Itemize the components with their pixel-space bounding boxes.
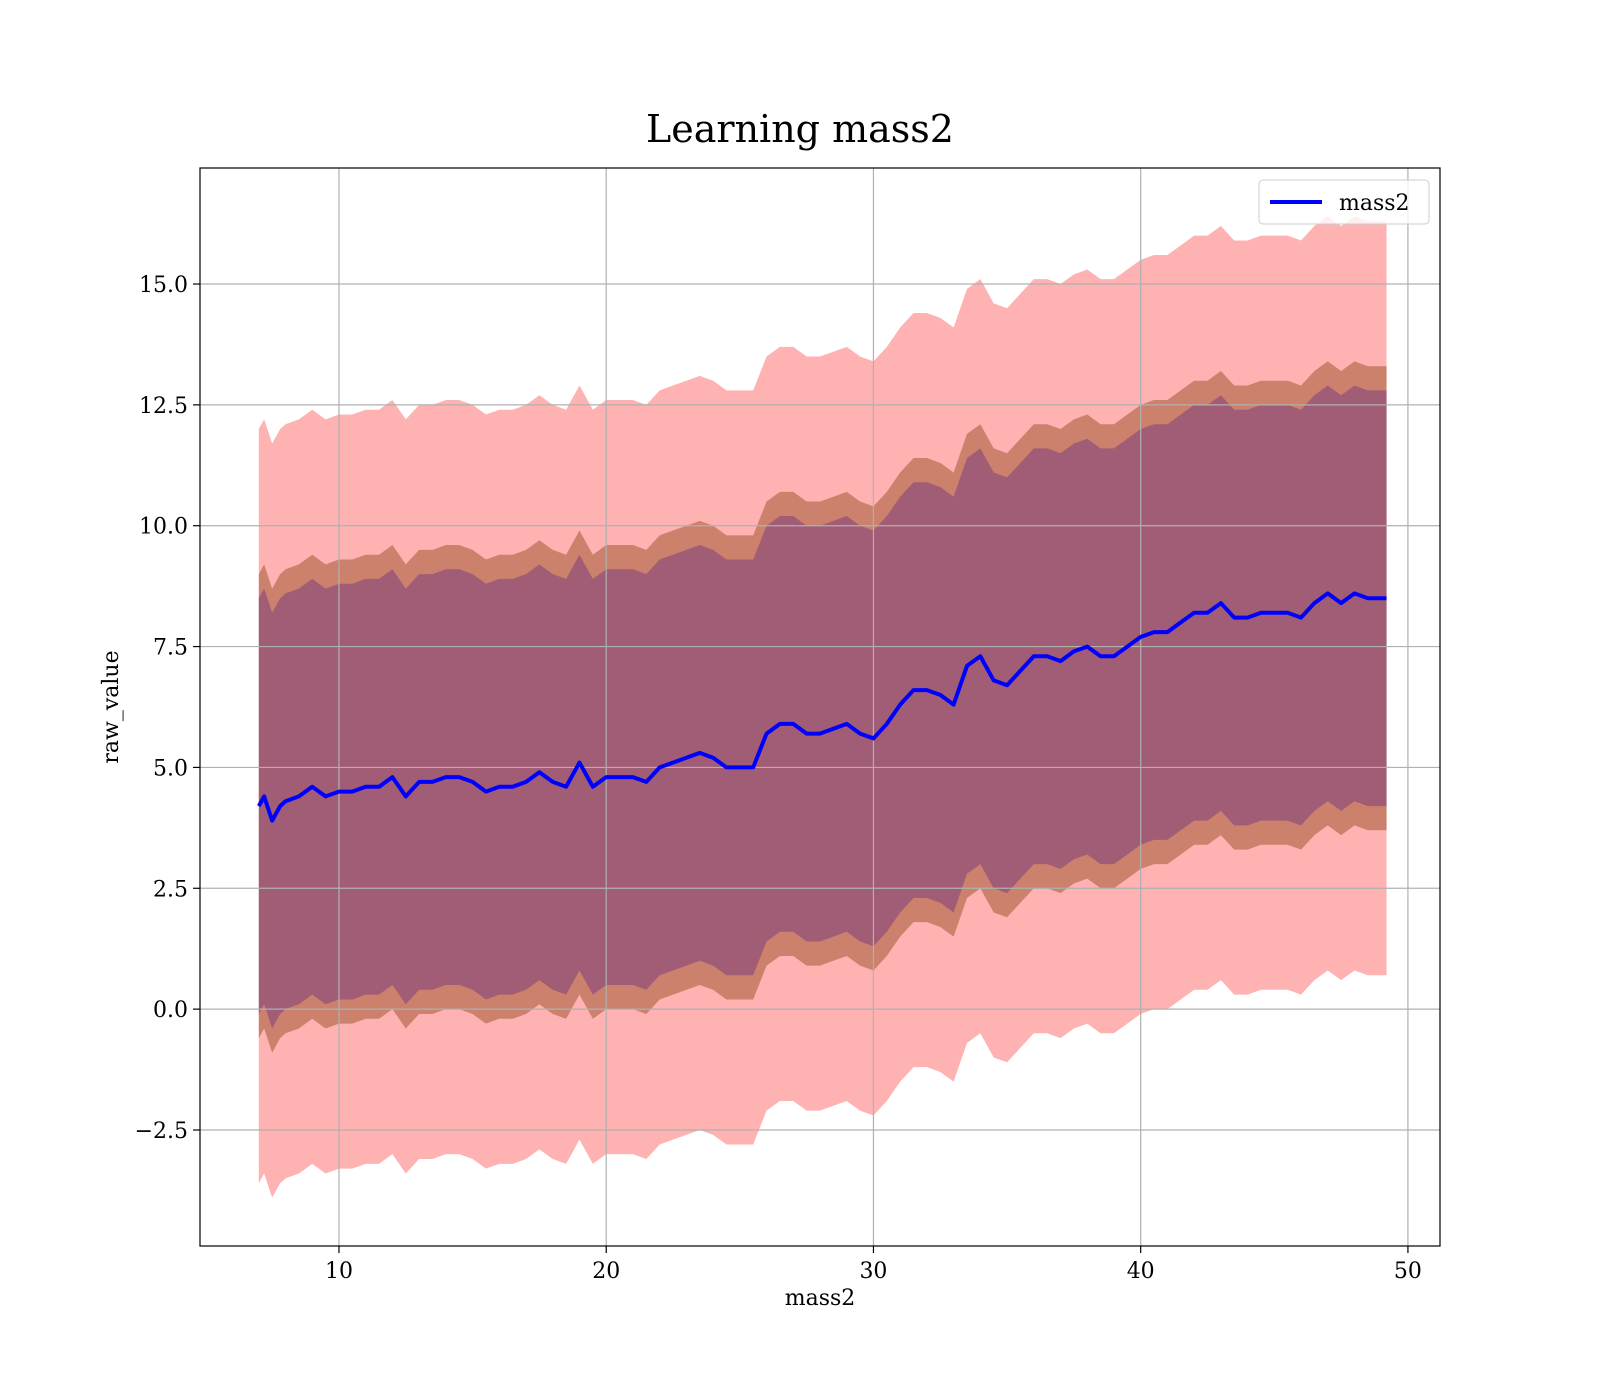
legend-label-mass2: mass2 <box>1339 191 1410 216</box>
series-lines <box>257 591 1387 823</box>
confidence-bands <box>258 216 1387 1198</box>
y-axis-title: raw_value <box>99 650 124 763</box>
y-tick-label-2: 2.5 <box>153 877 188 902</box>
x-tick-label-4: 50 <box>1394 1259 1422 1284</box>
y-tick-label-7: 15.0 <box>139 273 188 298</box>
band-inner <box>258 385 1387 1029</box>
grid <box>200 168 1440 1246</box>
y-tick-label-1: 0.0 <box>153 998 188 1023</box>
x-axis-ticks: 10 20 30 40 50 <box>325 1246 1422 1284</box>
band-middle <box>258 361 1387 1053</box>
x-tick-label-0: 10 <box>325 1259 353 1284</box>
series-line-mass2 <box>257 591 1387 823</box>
x-tick-label-3: 40 <box>1127 1259 1155 1284</box>
band-outer <box>258 216 1387 1198</box>
x-tick-label-2: 30 <box>859 1259 887 1284</box>
y-axis-ticks: −2.5 0.0 2.5 5.0 7.5 10.0 12.5 15.0 <box>135 273 200 1144</box>
x-axis-title: mass2 <box>785 1286 856 1311</box>
y-tick-label-5: 10.0 <box>139 515 188 540</box>
y-tick-label-6: 12.5 <box>139 394 188 419</box>
y-tick-label-4: 7.5 <box>153 636 188 661</box>
y-tick-label-3: 5.0 <box>153 756 188 781</box>
x-tick-label-1: 20 <box>592 1259 620 1284</box>
legend: mass2 <box>1258 179 1430 225</box>
plot-frame <box>199 167 1441 1247</box>
y-tick-label-0: −2.5 <box>135 1119 188 1144</box>
legend-box <box>1258 179 1430 225</box>
chart-title: Learning mass2 <box>646 107 954 151</box>
